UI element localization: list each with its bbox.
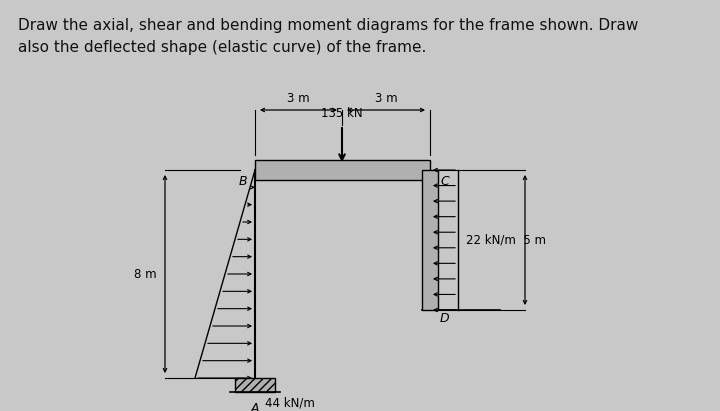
Bar: [235, 378, 275, 392]
Bar: [422, 170, 438, 310]
Text: 3 m: 3 m: [287, 92, 310, 105]
Text: Draw the axial, shear and bending moment diagrams for the frame shown. Draw: Draw the axial, shear and bending moment…: [18, 18, 639, 33]
Text: B: B: [238, 175, 247, 188]
Text: 44 kN/m: 44 kN/m: [265, 396, 315, 409]
Text: 8 m: 8 m: [135, 268, 157, 280]
Text: 22 kN/m  5 m: 22 kN/m 5 m: [466, 233, 546, 247]
Bar: [255, 160, 430, 180]
Text: C: C: [440, 175, 449, 188]
Text: A: A: [251, 402, 259, 411]
Text: 135 kN: 135 kN: [321, 107, 363, 120]
Text: 3 m: 3 m: [374, 92, 397, 105]
Text: D: D: [440, 312, 449, 325]
Text: also the deflected shape (elastic curve) of the frame.: also the deflected shape (elastic curve)…: [18, 40, 426, 55]
